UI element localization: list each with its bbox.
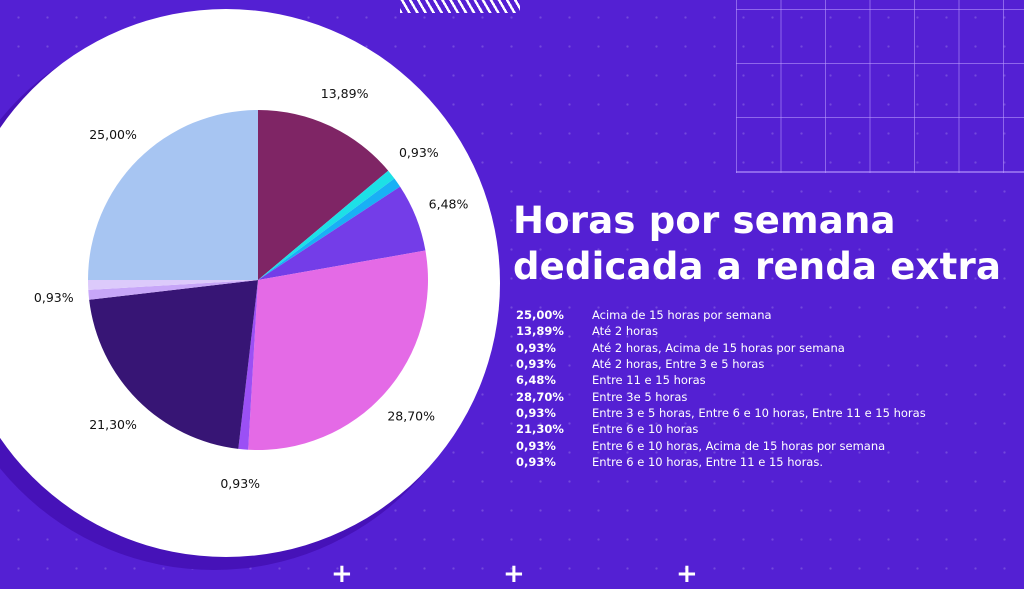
pie-slice [258,170,395,280]
decorative-grid [736,0,1024,173]
legend-percent: 28,70% [516,389,564,404]
legend-label: Acima de 15 horas por semana [592,308,772,323]
legend-item: 0,93% Entre 6 e 10 horas, Entre 11 e 15 h… [516,454,926,470]
legend-item: 0,93% Até 2 horas, Entre 3 e 5 horas [516,356,926,372]
pie-slice [238,280,258,450]
legend-item: 13,89% Até 2 horas [516,323,926,339]
legend-percent: 25,00% [516,308,564,323]
legend-percent: 0,93% [516,340,556,355]
pie-slice [258,186,426,280]
slice-label: 28,70% [387,408,435,423]
page-title: Horas por semana dedicada a renda extra [513,198,1001,290]
legend-percent: 0,93% [516,454,556,469]
pie-slice [258,178,401,280]
legend-item: 6,48% Entre 11 e 15 horas [516,372,926,388]
title-line-2: dedicada a renda extra [513,245,1002,288]
slice-label: 6,48% [429,196,469,211]
legend-item: 0,93% Entre 3 e 5 horas, Entre 6 e 10 hor… [516,405,926,421]
legend-label: Entre 3 e 5 horas, Entre 6 e 10 horas, E… [592,405,926,420]
slice-label: 0,93% [399,145,439,160]
plus-icon: + [676,559,698,589]
legend-item: 0,93% Entre 6 e 10 horas, Acima de 15 hor… [516,437,926,453]
pie-slice [258,110,389,280]
legend-label: Entre 6 e 10 horas, Entre 11 e 15 horas. [592,454,823,469]
legend-item: 21,30% Entre 6 e 10 horas [516,421,926,437]
legend-label: Entre 11 e 15 horas [592,373,706,388]
pie-slice [248,250,428,450]
legend-label: Entre 6 e 10 horas [592,422,699,437]
decorative-stripes [400,0,520,13]
legend-item: 25,00% Acima de 15 horas por semana [516,307,926,323]
legend-label: Até 2 horas, Acima de 15 horas por seman… [592,340,845,355]
legend-label: Entre 3e 5 horas [592,389,688,404]
plus-icon: + [331,559,353,589]
legend-percent: 0,93% [516,357,556,372]
pie-slice [88,279,258,290]
slice-label: 0,93% [34,290,74,305]
legend-item: 28,70% Entre 3e 5 horas [516,388,926,404]
legend: 25,00% Acima de 15 horas por semana 13,89%… [516,307,926,470]
plus-icon: + [503,559,525,589]
slice-label: 21,30% [89,417,137,432]
pie-slice [88,110,259,280]
legend-label: Até 2 horas [592,324,658,339]
legend-percent: 13,89% [516,324,564,339]
pie-slice [88,280,258,300]
title-line-1: Horas por semana [513,199,896,242]
pie-chart: 13,89% 0,93% 6,48% 28,70% 0,93% 21,30% 0,93% 25… [0,9,500,570]
slice-label: 0,93% [220,476,260,491]
legend-label: Até 2 horas, Entre 3 e 5 horas [592,357,765,372]
legend-percent: 0,93% [516,405,556,420]
legend-label: Entre 6 e 10 horas, Acima de 15 horas po… [592,438,886,453]
legend-percent: 21,30% [516,422,564,437]
legend-item: 0,93% Até 2 horas, Acima de 15 horas por … [516,340,926,356]
legend-percent: 0,93% [516,438,556,453]
slice-label: 25,00% [89,127,137,142]
slice-label: 13,89% [321,86,369,101]
legend-percent: 6,48% [516,373,556,388]
pie-slice [89,280,258,449]
